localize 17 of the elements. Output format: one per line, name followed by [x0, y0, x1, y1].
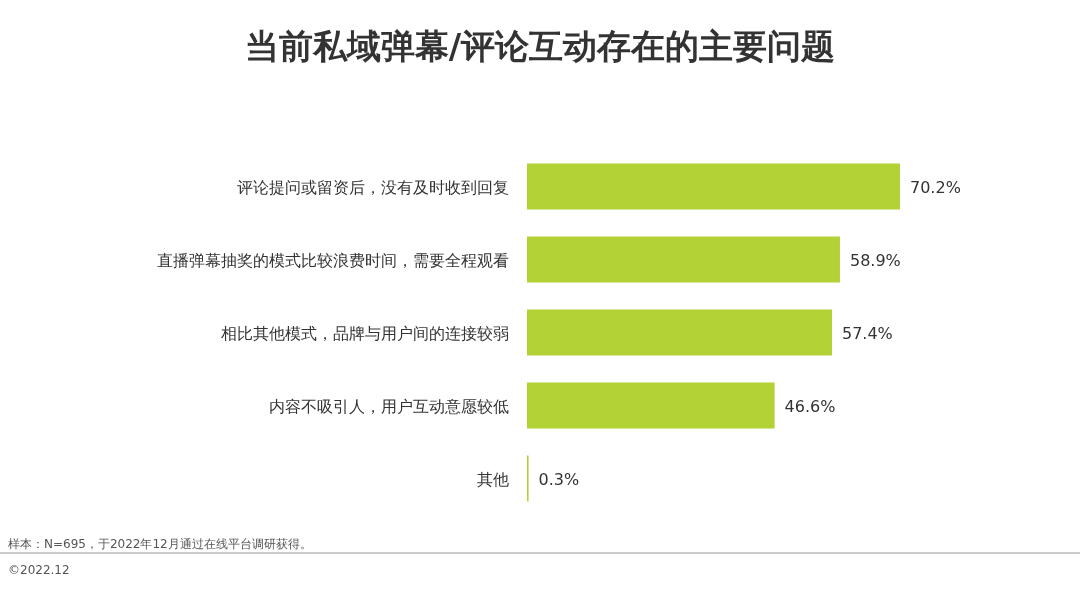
y-tick-label: 其他 [477, 469, 509, 489]
data-label: 58.9% [849, 250, 901, 270]
data-label: 70.2% [910, 177, 961, 197]
y-tick-label: 评论提问或留资后，没有及时收到回复 [237, 177, 509, 197]
chart-title: 当前私域弹幕/评论互动存在的主要问题 [244, 26, 836, 66]
data-label: 57.4% [841, 323, 893, 343]
data-label: 46.6% [784, 396, 836, 416]
bar [527, 309, 832, 356]
y-tick-label: 直播弹幕抽奖的模式比较浪费时间，需要全程观看 [157, 250, 509, 270]
text: ©2022.12 [8, 563, 70, 577]
y-tick-label: 内容不吸引人，用户互动意愿较低 [269, 396, 509, 416]
bar [527, 382, 775, 429]
bar [527, 236, 840, 283]
y-tick-label: 相比其他模式，品牌与用户间的连接较弱 [221, 323, 509, 343]
data-label: 0.3% [538, 469, 580, 489]
bar [527, 163, 900, 210]
text: 样本：N=695，于2022年12月通过在线平台调研获得。 [8, 537, 312, 551]
